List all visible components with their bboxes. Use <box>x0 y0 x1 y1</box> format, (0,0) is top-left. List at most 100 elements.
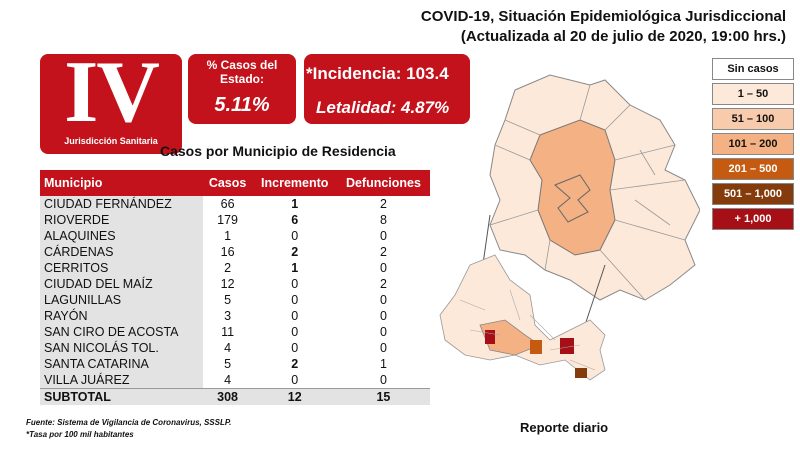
cell-incremento: 2 <box>291 357 299 371</box>
incidence-value: *Incidencia: 103.4 <box>306 64 449 83</box>
cell-casos: 5 <box>224 357 232 371</box>
cell-subtotal-casos: 308 <box>202 388 253 405</box>
cell-casos: 66 <box>220 197 235 211</box>
table-header-row: Municipio Casos Incremento Defunciones <box>40 170 430 196</box>
table-row: RAYÓN 3 0 0 <box>40 308 430 324</box>
table-row: RIOVERDE 179 6 8 <box>40 212 430 228</box>
cell-incremento: 1 <box>291 261 299 275</box>
cell-defunciones: 1 <box>379 357 387 371</box>
cell-municipio: VILLA JUÁREZ <box>40 372 203 389</box>
cell-defunciones: 0 <box>379 229 387 243</box>
cases-table: Municipio Casos Incremento Defunciones C… <box>40 170 430 405</box>
cell-subtotal-label: SUBTOTAL <box>40 388 203 405</box>
state-map-hotspot-southeast <box>575 368 587 378</box>
source-footnote: Fuente: Sistema de Vigilancia de Coronav… <box>26 418 232 427</box>
cell-incremento: 6 <box>291 213 299 227</box>
cell-municipio: CIUDAD FERNÁNDEZ <box>40 196 203 212</box>
map-region-inner <box>554 174 591 223</box>
cell-subtotal-incremento: 12 <box>252 388 337 405</box>
table-total-row: SUBTOTAL 308 12 15 <box>40 388 430 405</box>
cell-incremento: 0 <box>291 325 299 339</box>
state-percent-card <box>188 54 296 124</box>
cell-defunciones: 0 <box>379 293 387 307</box>
cell-incremento: 0 <box>291 277 299 291</box>
state-map-patch <box>530 340 542 354</box>
legend-item: 51 – 100 <box>712 108 794 130</box>
map-region-borders <box>489 84 686 301</box>
cell-defunciones: 0 <box>379 325 387 339</box>
col-header-incremento: Incremento <box>252 170 337 196</box>
cell-municipio: CÁRDENAS <box>40 244 203 260</box>
col-header-defunciones: Defunciones <box>336 170 430 196</box>
cell-casos: 5 <box>224 293 232 307</box>
legend-item: Sin casos <box>712 58 794 80</box>
jurisdiction-subtitle: Jurisdicción Sanitaria <box>64 136 158 146</box>
cell-municipio: RAYÓN <box>40 308 203 324</box>
cell-defunciones: 0 <box>379 309 387 323</box>
table-row: SANTA CATARINA 5 2 1 <box>40 356 430 372</box>
cell-defunciones: 8 <box>379 213 387 227</box>
cell-casos: 2 <box>224 261 232 275</box>
cell-defunciones: 2 <box>379 277 387 291</box>
cell-municipio: RIOVERDE <box>40 212 203 228</box>
legend-item: 101 – 200 <box>712 133 794 155</box>
table-title: Casos por Municipio de Residencia <box>160 143 396 159</box>
table-row: CIUDAD DEL MAÍZ 12 0 2 <box>40 276 430 292</box>
cell-incremento: 2 <box>291 245 299 259</box>
table-row: SAN NICOLÁS TOL. 4 0 0 <box>40 340 430 356</box>
cell-municipio: SAN CIRO DE ACOSTA <box>40 324 203 340</box>
cell-defunciones: 2 <box>379 197 387 211</box>
report-title: COVID-19, Situación Epidemiológica Juris… <box>420 8 786 25</box>
report-label: Reporte diario <box>520 420 609 435</box>
cell-incremento: 0 <box>291 341 299 355</box>
col-header-casos: Casos <box>202 170 253 196</box>
report-subtitle: (Actualizada al 20 de julio de 2020, 19:… <box>460 28 786 45</box>
cell-casos: 1 <box>224 229 232 243</box>
cell-municipio: SAN NICOLÁS TOL. <box>40 340 203 356</box>
cell-incremento: 0 <box>291 373 299 387</box>
jurisdiction-numeral: IV <box>64 44 160 141</box>
cell-subtotal-defunciones: 15 <box>336 388 430 405</box>
table-row: ALAQUINES 1 0 0 <box>40 228 430 244</box>
legend-item: 501 – 1,000 <box>712 183 794 205</box>
state-map-hotspot-east <box>560 338 574 354</box>
cell-defunciones: 2 <box>379 245 387 259</box>
table-row: LAGUNILLAS 5 0 0 <box>40 292 430 308</box>
rate-footnote: *Tasa por 100 mil habitantes <box>26 430 134 439</box>
table-row: VILLA JUÁREZ 4 0 0 <box>40 372 430 389</box>
cell-incremento: 0 <box>291 229 299 243</box>
cell-casos: 179 <box>217 213 238 227</box>
jurisdiction-logo <box>40 54 182 154</box>
cell-municipio: SANTA CATARINA <box>40 356 203 372</box>
incidence-card <box>304 54 470 124</box>
cell-municipio: CERRITOS <box>40 260 203 276</box>
legend-item: 201 – 500 <box>712 158 794 180</box>
cell-casos: 4 <box>224 373 232 387</box>
cell-defunciones: 0 <box>379 261 387 275</box>
cell-municipio: CIUDAD DEL MAÍZ <box>40 276 203 292</box>
cell-casos: 16 <box>220 245 235 259</box>
cell-casos: 12 <box>220 277 235 291</box>
cell-municipio: LAGUNILLAS <box>40 292 203 308</box>
cell-defunciones: 0 <box>379 373 387 387</box>
table-row: CÁRDENAS 16 2 2 <box>40 244 430 260</box>
cell-incremento: 1 <box>291 197 299 211</box>
table-row: CERRITOS 2 1 0 <box>40 260 430 276</box>
cell-casos: 3 <box>224 309 232 323</box>
cell-incremento: 0 <box>291 293 299 307</box>
col-header-municipio: Municipio <box>40 170 203 196</box>
legend-item: 1 – 50 <box>712 83 794 105</box>
municipality-map <box>439 74 700 381</box>
legend-item: + 1,000 <box>712 208 794 230</box>
cell-municipio: ALAQUINES <box>40 228 203 244</box>
cell-casos: 11 <box>221 325 235 339</box>
cell-casos: 4 <box>224 341 232 355</box>
table-row: SAN CIRO DE ACOSTA 11 0 0 <box>40 324 430 340</box>
cell-defunciones: 0 <box>379 341 387 355</box>
cell-incremento: 0 <box>291 309 299 323</box>
state-map-borders <box>459 289 596 371</box>
state-percent-label: % Casos del Estado: <box>206 58 278 86</box>
state-map-hotspot-west <box>485 330 495 344</box>
lethality-value: Letalidad: 4.87% <box>316 98 450 117</box>
state-percent-value: 5.11% <box>214 94 270 116</box>
